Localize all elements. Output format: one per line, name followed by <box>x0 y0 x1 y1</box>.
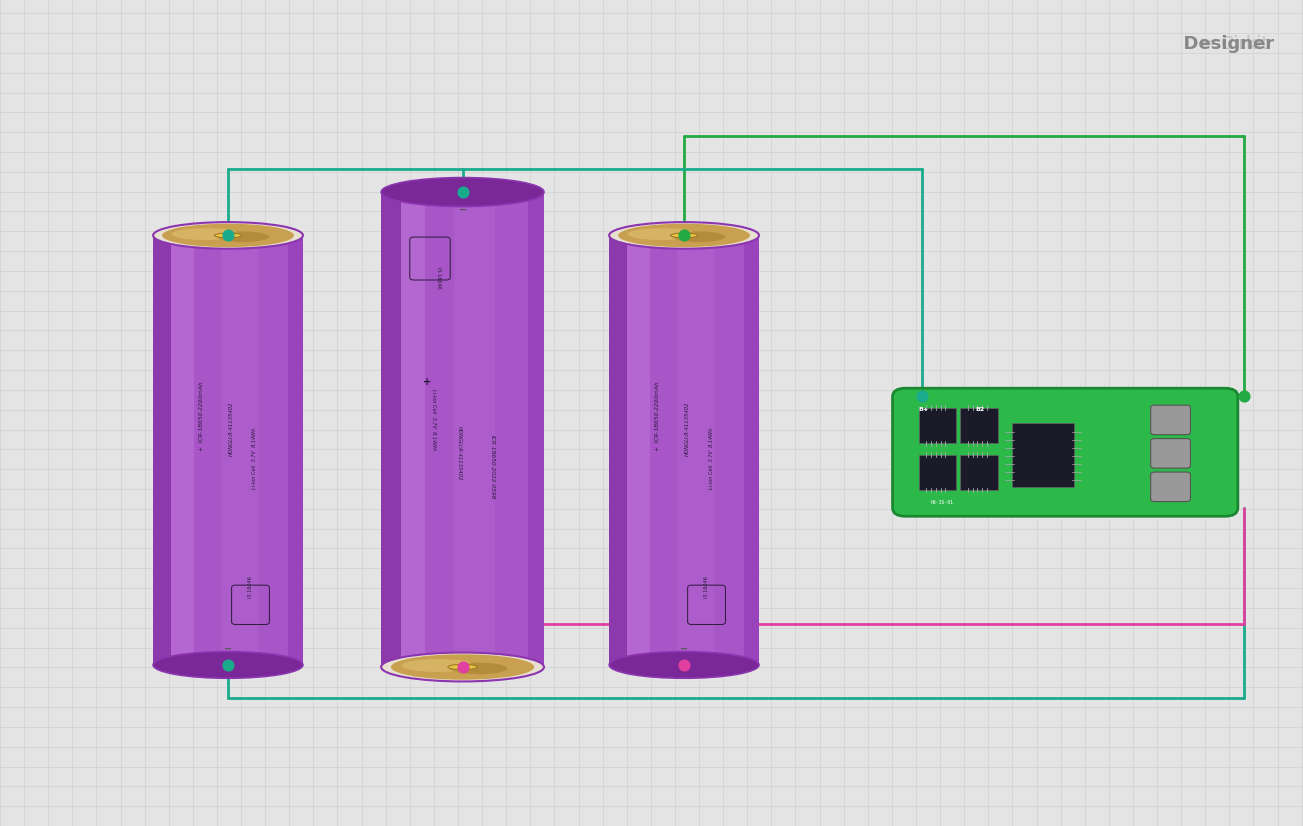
Bar <box>627 235 650 665</box>
Ellipse shape <box>610 222 758 249</box>
Ellipse shape <box>618 224 751 247</box>
Point <box>911 390 932 403</box>
Text: −: − <box>224 644 232 654</box>
Ellipse shape <box>162 224 294 247</box>
Ellipse shape <box>401 659 474 672</box>
Bar <box>610 235 627 665</box>
Bar <box>380 192 545 667</box>
FancyBboxPatch shape <box>919 408 956 443</box>
Ellipse shape <box>152 222 302 249</box>
Bar <box>171 235 194 665</box>
Point <box>218 658 238 672</box>
FancyBboxPatch shape <box>960 408 998 443</box>
Text: Li-ion Cell  3.7V  8.14Wh: Li-ion Cell 3.7V 8.14Wh <box>709 428 714 489</box>
Text: IS 16046: IS 16046 <box>704 577 709 599</box>
Ellipse shape <box>671 233 697 238</box>
Text: B2: B2 <box>976 407 985 412</box>
FancyBboxPatch shape <box>1011 423 1074 487</box>
Bar <box>154 235 302 665</box>
Bar <box>676 235 714 665</box>
Point <box>674 229 694 242</box>
Bar <box>744 235 758 665</box>
Bar <box>288 235 302 665</box>
Ellipse shape <box>628 228 696 240</box>
Ellipse shape <box>451 662 507 674</box>
Ellipse shape <box>448 664 477 670</box>
Ellipse shape <box>610 652 758 678</box>
Point <box>452 661 473 674</box>
Ellipse shape <box>172 228 240 240</box>
Ellipse shape <box>380 653 545 681</box>
Text: +  ICR·18650·2200mAh: + ICR·18650·2200mAh <box>654 381 659 451</box>
Text: HX-3S-01: HX-3S-01 <box>932 500 954 505</box>
Text: −: − <box>459 204 466 215</box>
FancyBboxPatch shape <box>1151 472 1191 501</box>
Text: IS 16046: IS 16046 <box>435 267 440 288</box>
FancyBboxPatch shape <box>919 455 956 490</box>
FancyBboxPatch shape <box>1151 439 1191 468</box>
Bar <box>610 235 758 665</box>
Text: +: + <box>422 377 431 387</box>
Bar <box>528 192 543 667</box>
Text: B+: B+ <box>919 407 929 412</box>
Text: HONGLI:R·41135402: HONGLI:R·41135402 <box>228 401 233 456</box>
Ellipse shape <box>380 178 545 206</box>
Point <box>1234 390 1255 403</box>
Bar <box>401 192 425 667</box>
Point <box>218 229 238 242</box>
Ellipse shape <box>152 652 302 678</box>
FancyBboxPatch shape <box>960 455 998 490</box>
Text: Li-ion Cell  3.7V  8.14Wh: Li-ion Cell 3.7V 8.14Wh <box>253 428 258 489</box>
Text: HONGLI:R·41135402: HONGLI:R·41135402 <box>457 426 461 481</box>
Text: ✂ Cirkit: ✂ Cirkit <box>1200 35 1274 53</box>
Bar <box>455 192 495 667</box>
Ellipse shape <box>391 654 534 680</box>
FancyBboxPatch shape <box>1151 406 1191 434</box>
Text: +  ICR·18650·2200mAh: + ICR·18650·2200mAh <box>198 381 203 451</box>
Bar <box>220 235 258 665</box>
Point <box>452 186 473 199</box>
FancyBboxPatch shape <box>893 388 1238 516</box>
Point <box>674 658 694 672</box>
Text: HONGLI:R·41135402: HONGLI:R·41135402 <box>684 401 689 456</box>
Text: ICR·18650·2022·0598: ICR·18650·2022·0598 <box>490 435 494 500</box>
Text: IS 16046: IS 16046 <box>248 577 253 599</box>
Ellipse shape <box>672 231 726 242</box>
Ellipse shape <box>215 233 241 238</box>
Bar <box>380 192 401 667</box>
Text: Designer: Designer <box>1121 35 1274 53</box>
Text: Li-ion Cell  3.7V  8.14Wh: Li-ion Cell 3.7V 8.14Wh <box>431 389 435 451</box>
Text: −: − <box>680 644 688 654</box>
Bar <box>154 235 171 665</box>
Ellipse shape <box>216 231 270 242</box>
